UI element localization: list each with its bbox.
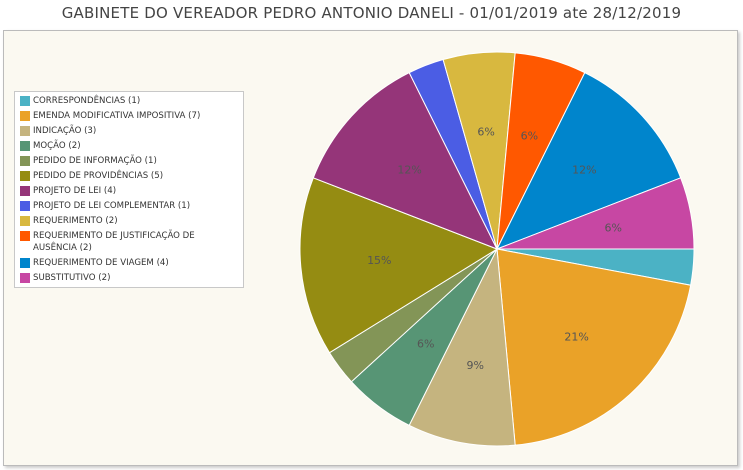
legend-swatch [20,171,30,181]
legend-label: PROJETO DE LEI COMPLEMENTAR (1) [33,201,191,211]
legend-label: EMENDA MODIFICATIVA IMPOSITIVA (7) [33,111,201,121]
legend-swatch [20,231,30,241]
legend-item[interactable]: PEDIDO DE INFORMAÇÃO (1) [15,153,243,168]
legend-item[interactable]: SUBSTITUTIVO (2) [15,270,243,285]
pie-slice[interactable] [312,71,499,250]
legend-label: PROJETO DE LEI (4) [33,186,117,196]
legend-label: PEDIDO DE PROVIDÊNCIAS (5) [33,171,164,181]
legend-label: PEDIDO DE INFORMAÇÃO (1) [33,156,157,166]
slice-percent-label: 15% [367,254,391,267]
slice-percent-label: 6% [477,125,494,138]
slice-percent-label: 6% [521,129,538,142]
pie-slice[interactable] [496,177,695,250]
pie-slice[interactable] [408,247,516,447]
legend-swatch [20,201,30,211]
legend-item[interactable]: REQUERIMENTO DE VIAGEM (4) [15,255,243,270]
legend-label: REQUERIMENTO DE VIAGEM (4) [33,258,169,268]
legend-swatch [20,273,30,283]
legend-label: CORRESPONDÊNCIAS (1) [33,96,141,106]
legend-swatch [20,258,30,268]
slice-percent-label: 9% [467,359,484,372]
legend-item[interactable]: INDICAÇÃO (3) [15,123,243,138]
legend-swatch [20,126,30,136]
chart-legend: CORRESPONDÊNCIAS (1) EMENDA MODIFICATIVA … [14,91,244,288]
legend-label: MOÇÃO (2) [33,141,81,151]
legend-item[interactable]: CORRESPONDÊNCIAS (1) [15,93,243,108]
legend-item[interactable]: PROJETO DE LEI COMPLEMENTAR (1) [15,198,243,213]
legend-swatch [20,186,30,196]
legend-label: REQUERIMENTO DE JUSTIFICAÇÃO DE AUSÊNCIA… [33,231,195,253]
legend-item[interactable]: EMENDA MODIFICATIVA IMPOSITIVA (7) [15,108,243,123]
legend-item[interactable]: MOÇÃO (2) [15,138,243,153]
pie-slice[interactable] [495,71,682,250]
legend-swatch [20,111,30,121]
pie-slice[interactable] [496,248,692,446]
legend-label: REQUERIMENTO (2) [33,216,118,226]
legend-item[interactable]: PEDIDO DE PROVIDÊNCIAS (5) [15,168,243,183]
legend-label: SUBSTITUTIVO (2) [33,273,111,283]
slice-percent-label: 12% [572,163,596,176]
pie-slice[interactable] [299,177,499,354]
legend-item[interactable]: PROJETO DE LEI (4) [15,183,243,198]
legend-label: INDICAÇÃO (3) [33,126,97,136]
slice-percent-label: 6% [604,221,621,234]
chart-title: GABINETE DO VEREADOR PEDRO ANTONIO DANEL… [61,4,682,22]
legend-swatch [20,156,30,166]
legend-swatch [20,216,30,226]
slice-percent-label: 21% [564,330,588,343]
slice-percent-label: 6% [417,337,434,350]
legend-item[interactable]: REQUERIMENTO (2) [15,213,243,228]
slice-percent-label: 12% [397,163,421,176]
legend-swatch [20,141,30,151]
legend-item[interactable]: REQUERIMENTO DE JUSTIFICAÇÃO DE AUSÊNCIA… [15,228,243,255]
legend-swatch [20,96,30,106]
